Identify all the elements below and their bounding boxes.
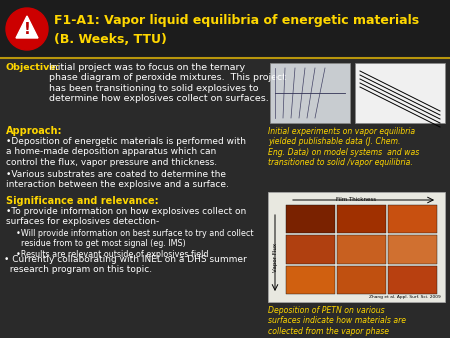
Text: • Currently collaborating with INEL on a DHS summer
  research program on this t: • Currently collaborating with INEL on a… xyxy=(4,255,247,274)
Bar xyxy=(286,266,335,294)
Text: •To provide information on how explosives collect on
surfaces for explosives det: •To provide information on how explosive… xyxy=(6,207,246,226)
Text: Deposition of PETN on various
surfaces indicate how materials are
collected from: Deposition of PETN on various surfaces i… xyxy=(268,306,406,336)
Text: Initial experiments on vapor equilibria
yielded publishable data (J. Chem.
Eng. : Initial experiments on vapor equilibria … xyxy=(268,127,419,167)
Text: Initial project was to focus on the ternary
phase diagram of peroxide mixtures. : Initial project was to focus on the tern… xyxy=(49,63,286,103)
Text: Zhang et al. Appl. Surf. Sci. 2009: Zhang et al. Appl. Surf. Sci. 2009 xyxy=(369,295,441,299)
Bar xyxy=(337,235,386,264)
Text: F1-A1: Vapor liquid equilibria of energetic materials: F1-A1: Vapor liquid equilibria of energe… xyxy=(54,14,419,27)
Text: •Will provide information on best surface to try and collect
  residue from to g: •Will provide information on best surfac… xyxy=(16,229,253,259)
Text: Significance and relevance:: Significance and relevance: xyxy=(6,196,158,206)
Text: Objective:: Objective: xyxy=(6,63,60,72)
Bar xyxy=(355,63,445,123)
Text: Vapor Flux: Vapor Flux xyxy=(273,242,278,271)
Bar xyxy=(388,235,437,264)
Bar xyxy=(270,63,350,123)
Text: •Various substrates are coated to determine the
interaction between the explosiv: •Various substrates are coated to determ… xyxy=(6,170,229,189)
Bar xyxy=(337,205,386,233)
Bar xyxy=(388,266,437,294)
Text: •Deposition of energetic materials is performed with
a home-made deposition appa: •Deposition of energetic materials is pe… xyxy=(6,137,246,167)
Bar xyxy=(337,266,386,294)
Bar xyxy=(286,235,335,264)
Bar xyxy=(286,205,335,233)
Polygon shape xyxy=(16,16,38,38)
Text: Approach:: Approach: xyxy=(6,126,63,136)
Text: (B. Weeks, TTU): (B. Weeks, TTU) xyxy=(54,33,167,46)
Bar xyxy=(0,0,450,58)
Text: !: ! xyxy=(23,23,31,38)
Circle shape xyxy=(6,8,48,50)
Text: Film Thickness: Film Thickness xyxy=(336,197,376,202)
Bar xyxy=(388,205,437,233)
Bar xyxy=(268,192,445,302)
